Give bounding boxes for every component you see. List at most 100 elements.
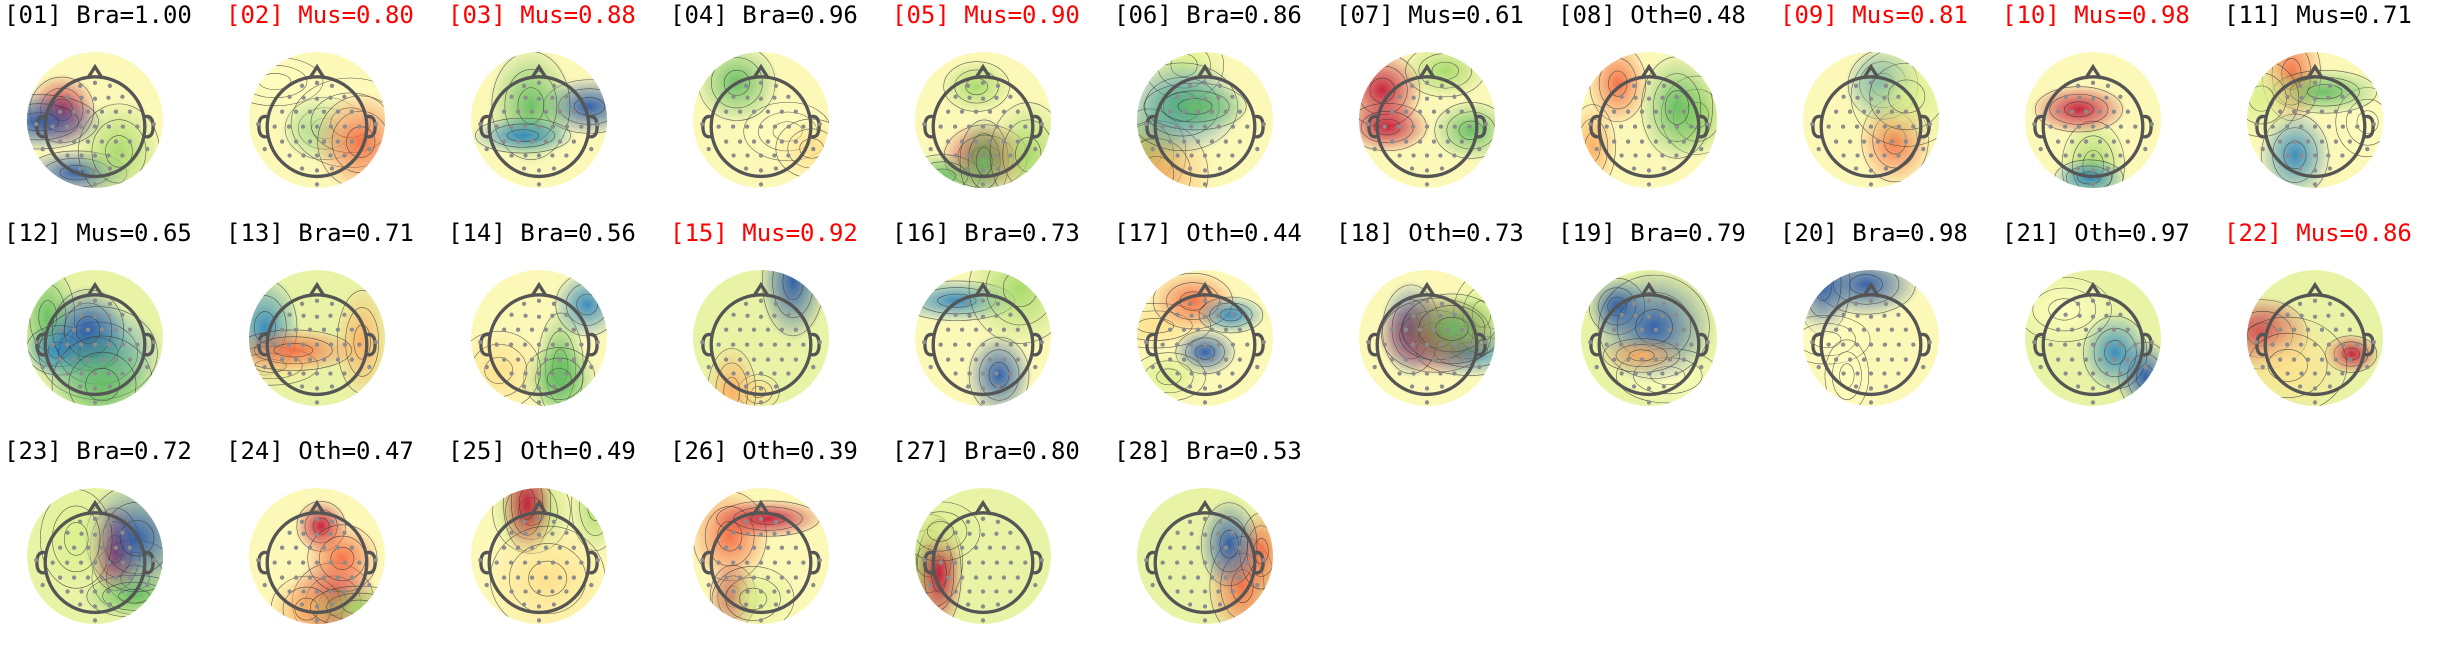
sensor-dot (772, 342, 778, 347)
sensor-dot (743, 83, 749, 88)
sensor-dot (1841, 371, 1846, 376)
sensor-dot (127, 327, 133, 332)
sensor-dot (786, 153, 791, 158)
sensor-dot (1015, 575, 1021, 580)
sensor-dot (2299, 371, 2304, 376)
sensor-dot (2327, 384, 2333, 389)
sensor-dot (120, 530, 125, 535)
sensor-dot (2062, 342, 2068, 347)
sensor-dot (1459, 327, 1465, 332)
sensor-dot (2118, 371, 2123, 376)
sensor-dot (1438, 342, 1444, 347)
sensor-dot (744, 342, 750, 347)
sensor-dot (811, 146, 816, 152)
sensor-dot (523, 531, 528, 536)
sensor-dot (1633, 313, 1638, 318)
sensor-dot (1439, 83, 1445, 88)
sensor-dot (65, 589, 70, 594)
sensor-dot (1889, 327, 1895, 332)
sensor-dot (966, 342, 972, 347)
sensor-dot (1674, 342, 1680, 347)
sensor-dot (373, 339, 378, 345)
sensor-dot (57, 357, 63, 362)
sensor-dot (1202, 342, 1208, 347)
sensor-dot (64, 342, 70, 347)
ear-icon (479, 332, 490, 357)
sensor-dot (1209, 139, 1215, 144)
sensor-dot (151, 339, 156, 345)
sensor-dot (1674, 153, 1679, 158)
sensor-dot (1903, 139, 1909, 144)
head-outline (1153, 293, 1257, 397)
sensor-dot (373, 121, 378, 127)
component-cell: [28] Bra=0.53 (1114, 436, 1339, 656)
component-cell: [03] Mus=0.88 (448, 0, 673, 220)
sensor-dot (508, 560, 514, 565)
sensor-dot (1639, 357, 1645, 362)
sensor-dot (2125, 357, 2131, 362)
sensor-dot (2365, 364, 2370, 370)
sensor-dot (2090, 168, 2096, 173)
sensor-dot (1175, 153, 1180, 158)
sensor-dot (314, 80, 320, 85)
sensor-dot (1366, 339, 1371, 345)
sensor-dot (57, 327, 63, 332)
sensor-dot (2312, 168, 2318, 173)
sensor-dot (2118, 153, 2123, 158)
sensor-dot (2327, 301, 2333, 306)
sensor-dot (1167, 327, 1173, 332)
sensor-dot (1594, 364, 1599, 370)
sensor-dot (2254, 339, 2259, 345)
ear-icon (1811, 114, 1822, 139)
sensor-dot (349, 139, 355, 144)
sensor-dot (135, 124, 140, 129)
sensor-dot (79, 589, 84, 594)
component-label: [06] Bra=0.86 (1114, 1, 1302, 29)
sensor-dot (2125, 139, 2131, 144)
sensor-dot (723, 139, 729, 144)
sensor-dot (107, 83, 113, 88)
sensor-dot (1217, 166, 1223, 171)
sensor-dot (1230, 371, 1235, 376)
sensor-dot (2312, 342, 2318, 347)
component-label: [01] Bra=1.00 (4, 1, 192, 29)
sensor-dot (536, 560, 542, 565)
sensor-dot (301, 153, 306, 158)
sensor-dot (2076, 342, 2082, 347)
sensor-dot (92, 342, 98, 347)
sensor-dot (1189, 313, 1194, 318)
sensor-dot (1681, 327, 1687, 332)
sensor-dot (1389, 327, 1395, 332)
sensor-dot (509, 312, 514, 317)
sensor-dot (1875, 327, 1881, 332)
sensor-dot (293, 327, 299, 332)
sensor-dot (758, 589, 764, 594)
sensor-dot (1646, 80, 1652, 85)
sensor-dot (2055, 109, 2061, 114)
topomap (1358, 269, 1496, 407)
sensor-dot (2090, 182, 2096, 187)
sensor-dot (1452, 342, 1458, 347)
sensor-dot (786, 124, 792, 129)
sensor-dot (793, 357, 799, 362)
sensor-dot (571, 545, 577, 550)
sensor-dot (1189, 95, 1194, 100)
sensor-dot (1594, 146, 1599, 152)
sensor-dot (2032, 121, 2037, 127)
sensor-dot (1424, 168, 1430, 173)
ear-icon (1698, 332, 1709, 357)
ear-icon (1698, 114, 1709, 139)
sensor-dot (92, 182, 98, 187)
sensor-dot (1167, 139, 1173, 144)
sensor-dot (1209, 545, 1215, 550)
sensor-dot (1008, 371, 1013, 376)
sensor-dot (287, 589, 292, 594)
ear-icon (2364, 114, 2375, 139)
sensor-dot (1411, 153, 1416, 158)
sensor-dot (779, 109, 785, 114)
sensor-dot (57, 545, 63, 550)
sensor-dot (314, 589, 320, 594)
sensor-dot (1847, 139, 1853, 144)
sensor-dot (1868, 400, 1874, 405)
sensor-dot (1167, 357, 1173, 362)
